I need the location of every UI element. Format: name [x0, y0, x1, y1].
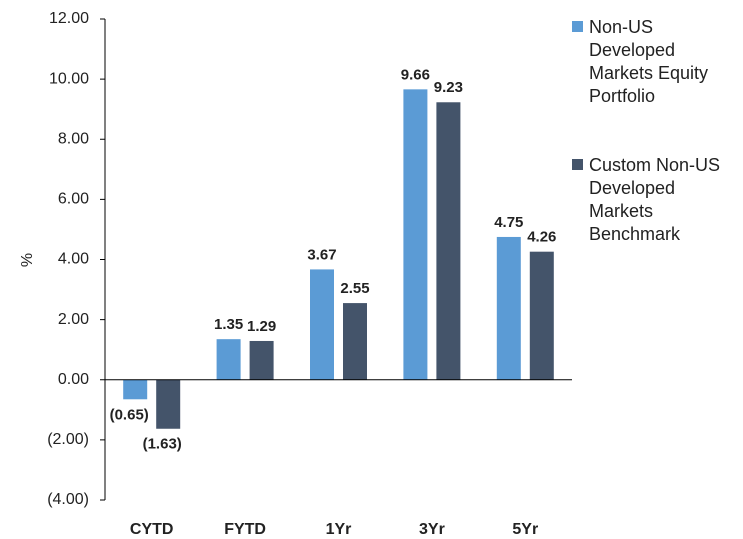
y-tick-label: 6.00	[58, 191, 89, 208]
legend-swatch	[572, 21, 583, 32]
bar	[529, 251, 554, 380]
x-tick-label: 5Yr	[512, 521, 538, 538]
data-label: 4.75	[494, 214, 523, 231]
legend-item: Custom Non-US Developed Markets Benchmar…	[572, 154, 740, 246]
legend-swatch	[572, 159, 583, 170]
data-label: (0.65)	[110, 406, 149, 423]
bar	[156, 379, 181, 429]
legend-label: Custom Non-US Developed Markets Benchmar…	[589, 155, 721, 244]
bar	[249, 340, 274, 380]
bar	[496, 236, 521, 380]
bar	[343, 303, 367, 380]
x-tick-label: 3Yr	[419, 521, 445, 538]
y-tick-label: 0.00	[58, 371, 89, 388]
y-axis-label: %	[19, 253, 36, 267]
data-label: 4.26	[527, 229, 556, 246]
bar	[216, 339, 241, 380]
data-label: (1.63)	[143, 436, 182, 453]
x-tick-label: FYTD	[224, 521, 266, 538]
legend-label: Non-US Developed Markets Equity Portfoli…	[589, 17, 709, 106]
legend-item: Non-US Developed Markets Equity Portfoli…	[572, 16, 740, 108]
y-tick-label: 10.00	[49, 70, 89, 87]
data-label: 3.67	[307, 246, 336, 263]
bar	[310, 269, 334, 380]
y-tick-label: 12.00	[49, 10, 89, 27]
y-tick-label: 4.00	[58, 251, 89, 268]
data-label: 1.29	[247, 318, 276, 335]
data-label: 1.35	[214, 316, 243, 333]
bar	[436, 102, 461, 380]
data-label: 2.55	[340, 280, 369, 297]
data-label: 9.66	[401, 66, 430, 83]
y-tick-label: 8.00	[58, 130, 89, 147]
y-tick-label: (2.00)	[47, 431, 89, 448]
bar	[403, 89, 428, 380]
y-tick-label: 2.00	[58, 311, 89, 328]
x-tick-label: 1Yr	[326, 521, 352, 538]
x-tick-label: CYTD	[130, 521, 174, 538]
y-tick-label: (4.00)	[47, 491, 89, 508]
bar	[123, 379, 148, 400]
data-label: 9.23	[434, 79, 463, 96]
